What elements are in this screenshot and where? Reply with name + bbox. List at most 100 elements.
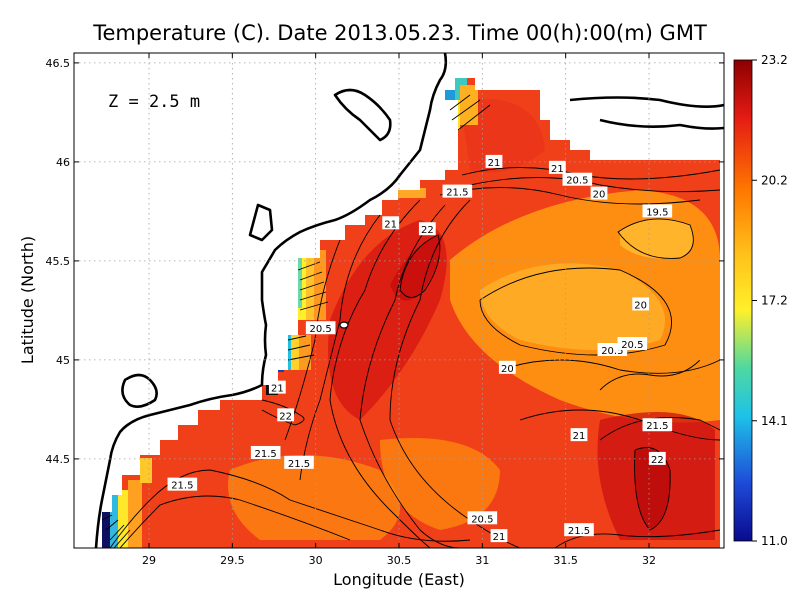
- temperature-shading: [228, 98, 720, 540]
- contour-label: 22: [418, 222, 436, 236]
- contour-label-text: 19.5: [646, 207, 668, 218]
- contour-label: 21.5: [564, 523, 594, 537]
- contour-label-text: 21: [551, 164, 564, 175]
- contour-label: 22: [648, 451, 666, 466]
- colorbar-tick-label: 11.0: [761, 534, 788, 548]
- contour-label: 20.5: [305, 321, 336, 335]
- contour-label-text: 22: [279, 411, 292, 422]
- x-tick-label: 29.5: [220, 554, 245, 567]
- land-mask: [74, 53, 458, 548]
- contour-label-text: 21.5: [171, 481, 193, 492]
- contour-label: 21: [490, 529, 508, 543]
- contour-label-box: [305, 321, 336, 335]
- contour-label: 21: [570, 428, 588, 442]
- colorbar-tick-label: 23.2: [761, 53, 788, 67]
- island-marker: [339, 321, 349, 329]
- y-tick-label: 46.5: [46, 57, 71, 70]
- contour-label-box: [590, 186, 608, 200]
- contour-label-text: 20: [634, 300, 647, 311]
- x-axis-label: Longitude (East): [333, 570, 465, 589]
- y-tick-label: 46: [56, 156, 70, 169]
- contour-label-box: [562, 172, 593, 186]
- contour-label: 19.5: [642, 204, 673, 218]
- colorbar-strip: [733, 59, 753, 542]
- contour-label-box: [382, 216, 400, 230]
- contour-label-box: [418, 222, 436, 236]
- coastline: [94, 53, 724, 548]
- y-tick-label: 45: [56, 354, 70, 367]
- colorbar-ticks: 23.2 20.2 17.2 14.1 11.0: [752, 53, 788, 548]
- chart-title: Temperature (C). Date 2013.05.23. Time 0…: [92, 21, 707, 45]
- colorbar-tick-label: 17.2: [761, 294, 788, 308]
- contour-label-text: 21: [271, 384, 284, 395]
- contour-label-box: [632, 297, 650, 311]
- contour-label-box: [642, 418, 673, 432]
- contour-label-text: 21.5: [646, 421, 668, 432]
- contour-label-text: 21.5: [255, 449, 277, 460]
- contour-label-box: [277, 408, 295, 422]
- contour-label: 22: [277, 408, 295, 422]
- x-tick-label: 31: [475, 554, 489, 567]
- contour-label-text: 20.5: [310, 324, 332, 335]
- contour-label: 21.5: [284, 455, 314, 470]
- plot-area: 212120.52019.521.521222020.520.520.52021…: [74, 53, 724, 548]
- land-mask-ne: [475, 53, 724, 160]
- contour-label-box: [570, 428, 588, 442]
- colorbar-tick-label: 20.2: [761, 173, 788, 187]
- y-tick-label: 45.5: [46, 255, 71, 268]
- gridlines: [74, 53, 724, 548]
- contour-label-box: [642, 204, 673, 218]
- contour-label: 20: [632, 297, 650, 311]
- contour-label: 20: [498, 360, 516, 375]
- contour-label-box: [498, 360, 516, 374]
- contour-label-text: 21: [384, 219, 397, 230]
- contour-label-text: 21: [488, 158, 501, 169]
- contour-label-text: 21.5: [288, 459, 310, 470]
- x-tick-label: 29: [142, 554, 156, 567]
- contour-label: 21.5: [642, 418, 673, 432]
- contour-label: 21.5: [442, 184, 473, 199]
- contour-label: 20.5: [617, 337, 648, 351]
- y-tick-label: 44.5: [46, 453, 71, 466]
- y-axis-ticks: 44.5 45 45.5 46 46.5: [46, 57, 724, 466]
- contour-label-box: [485, 154, 503, 168]
- contour-label-text: 22: [651, 455, 664, 466]
- contour-label-box: [467, 511, 498, 525]
- contour-label-box: [250, 445, 281, 459]
- contour-label: 21: [485, 154, 503, 169]
- contour-label-text: 21.5: [568, 526, 590, 537]
- contour-label-text: 20: [593, 190, 606, 201]
- contour-label-text: 21: [573, 431, 586, 442]
- contour-label-box: [268, 380, 286, 394]
- contour-label-box: [284, 455, 314, 469]
- x-tick-label: 30.5: [387, 554, 412, 567]
- x-tick-label: 32: [642, 554, 656, 567]
- contour-label: 21: [268, 380, 286, 395]
- contour-lines: [101, 94, 721, 548]
- contour-label: 20: [590, 186, 608, 201]
- contour-label-text: 21.5: [446, 188, 468, 199]
- contour-label-box: [490, 529, 508, 543]
- contour-label-box: [167, 477, 198, 491]
- contour-label-text: 20: [501, 364, 514, 375]
- x-axis-ticks: 29 29.5 30 30.5 31 31.5 32: [142, 53, 656, 567]
- contour-label-box: [442, 184, 473, 198]
- contour-label-box: [617, 337, 648, 351]
- contour-label-text: 22: [421, 225, 434, 236]
- contour-label: 21: [548, 160, 566, 175]
- contour-label-text: 20.5: [621, 340, 643, 351]
- contour-labels: 212120.52019.521.521222020.520.520.52021…: [167, 154, 673, 543]
- contour-label-box: [548, 160, 566, 174]
- contour-label-text: 20.5: [566, 176, 588, 187]
- contour-label: 20.5: [467, 511, 498, 525]
- depth-annotation: Z = 2.5 m: [108, 92, 200, 112]
- contour-label: 21: [382, 216, 400, 230]
- contour-label-text: 21: [493, 532, 506, 543]
- contour-label: 21.5: [167, 477, 198, 492]
- contour-label-text: 20.5: [471, 514, 493, 525]
- contour-label: 20.5: [562, 172, 593, 187]
- x-tick-label: 31.5: [553, 554, 578, 567]
- colorbar: 23.2 20.2 17.2 14.1 11.0: [733, 53, 788, 548]
- contour-label: 21.5: [250, 445, 281, 460]
